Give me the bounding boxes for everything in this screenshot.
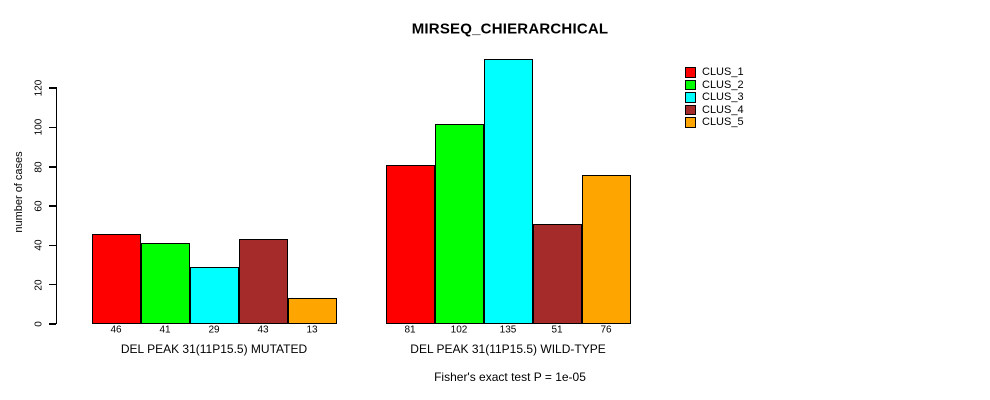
bar-value-label: 41 — [159, 324, 171, 336]
legend-swatch-clus_3 — [685, 92, 696, 103]
legend-label-clus_2: CLUS_2 — [702, 78, 744, 91]
bar-clus_1-group2 — [385, 164, 435, 324]
bar-value-label: 102 — [450, 324, 468, 336]
y-tick-mark — [48, 87, 56, 89]
bar-value-label: 46 — [110, 324, 122, 336]
bar-clus_2-group2 — [434, 123, 484, 324]
bar-clus_5-group2 — [581, 174, 631, 324]
category-label-group1: DEL PEAK 31(11P15.5) MUTATED — [120, 342, 308, 356]
legend-swatch-clus_1 — [685, 67, 696, 78]
bar-value-label: 76 — [600, 324, 612, 336]
y-tick-mark — [48, 283, 56, 286]
y-tick-mark — [48, 166, 56, 168]
bar-clus_4-group2 — [532, 223, 582, 324]
bar-value-label: 43 — [257, 324, 269, 336]
legend-label-clus_1: CLUS_1 — [702, 66, 744, 78]
bar-clus_5-group1 — [287, 298, 337, 324]
y-tick-label: 100 — [33, 119, 45, 136]
bar-value-label: 81 — [404, 324, 416, 336]
bar-clus_2-group1 — [140, 243, 190, 324]
legend-swatch-clus_5 — [685, 117, 696, 128]
legend-swatch-clus_4 — [685, 104, 696, 115]
y-tick-mark — [48, 244, 56, 247]
bar-clus_4-group1 — [238, 239, 288, 324]
y-tick-mark — [48, 126, 56, 129]
bar-clus_1-group1 — [91, 233, 141, 324]
y-axis-line — [55, 87, 57, 324]
bar-value-label: 135 — [499, 324, 517, 336]
y-tick-label: 20 — [33, 279, 45, 291]
legend-label-clus_5: CLUS_5 — [702, 116, 744, 128]
legend-label-clus_4: CLUS_4 — [702, 103, 744, 116]
annotation-fisher-test: Fisher's exact test P = 1e-05 — [434, 370, 586, 384]
legend-label-clus_3: CLUS_3 — [702, 91, 744, 103]
y-axis-label: number of cases — [13, 151, 25, 233]
y-tick-mark — [48, 323, 56, 325]
chart-title: MIRSEQ_CHIERARCHICAL — [411, 20, 609, 38]
y-tick-label: 80 — [33, 161, 45, 173]
bar-clus_3-group2 — [483, 58, 533, 324]
y-tick-mark — [48, 205, 56, 207]
bar-clus_3-group1 — [189, 267, 239, 324]
y-tick-label: 120 — [33, 79, 45, 97]
bar-value-label: 13 — [306, 324, 318, 336]
bar-value-label: 29 — [208, 324, 220, 336]
category-label-group2: DEL PEAK 31(11P15.5) WILD-TYPE — [410, 342, 606, 356]
legend-swatch-clus_2 — [685, 79, 696, 90]
y-tick-label: 40 — [33, 239, 45, 251]
y-tick-label: 0 — [33, 321, 45, 327]
bar-value-label: 51 — [551, 324, 563, 336]
y-tick-label: 60 — [33, 200, 45, 212]
